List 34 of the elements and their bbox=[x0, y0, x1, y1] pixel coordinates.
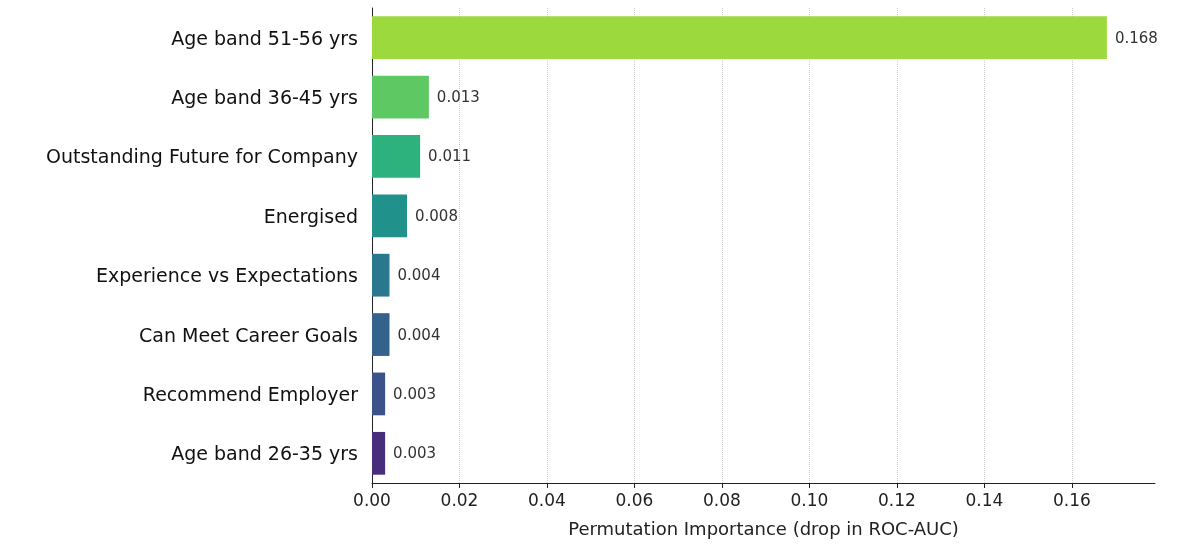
bar bbox=[372, 16, 1107, 60]
bar bbox=[372, 313, 390, 356]
x-tick-label: 0.00 bbox=[353, 489, 391, 510]
data-label: 0.008 bbox=[414, 206, 458, 225]
data-label: 0.004 bbox=[397, 325, 441, 344]
x-tick-label: 0.04 bbox=[528, 489, 566, 510]
x-tick-label: 0.08 bbox=[703, 489, 741, 510]
y-tick-label: Energised bbox=[263, 204, 358, 227]
y-tick-label: Age band 51-56 yrs bbox=[171, 26, 358, 49]
data-label: 0.003 bbox=[393, 444, 437, 463]
data-label: 0.013 bbox=[436, 88, 480, 107]
data-label: 0.168 bbox=[1114, 28, 1158, 47]
bar bbox=[372, 431, 386, 475]
y-tick-label: Can Meet Career Goals bbox=[139, 323, 358, 346]
bar bbox=[372, 372, 386, 416]
y-tick-label: Age band 36-45 yrs bbox=[171, 86, 358, 109]
x-tick-label: 0.16 bbox=[1052, 489, 1091, 510]
y-tick-label: Age band 26-35 yrs bbox=[171, 442, 358, 465]
x-axis-title: Permutation Importance (drop in ROC-AUC) bbox=[568, 517, 959, 539]
bar bbox=[372, 194, 407, 238]
y-tick-label: Experience vs Expectations bbox=[95, 264, 358, 287]
y-tick-label: Outstanding Future for Company bbox=[45, 145, 358, 168]
data-label: 0.003 bbox=[393, 384, 437, 403]
x-tick-label: 0.10 bbox=[790, 489, 829, 510]
x-tick-label: 0.12 bbox=[877, 489, 916, 510]
x-tick-label: 0.02 bbox=[440, 489, 479, 510]
data-label: 0.011 bbox=[428, 147, 472, 166]
y-tick-label: Recommend Employer bbox=[142, 382, 359, 405]
data-label: 0.004 bbox=[397, 266, 441, 285]
x-tick-label: 0.14 bbox=[965, 489, 1004, 510]
x-tick-label: 0.06 bbox=[615, 489, 654, 510]
bar bbox=[372, 75, 429, 119]
bar bbox=[372, 253, 390, 297]
bar bbox=[372, 135, 421, 178]
